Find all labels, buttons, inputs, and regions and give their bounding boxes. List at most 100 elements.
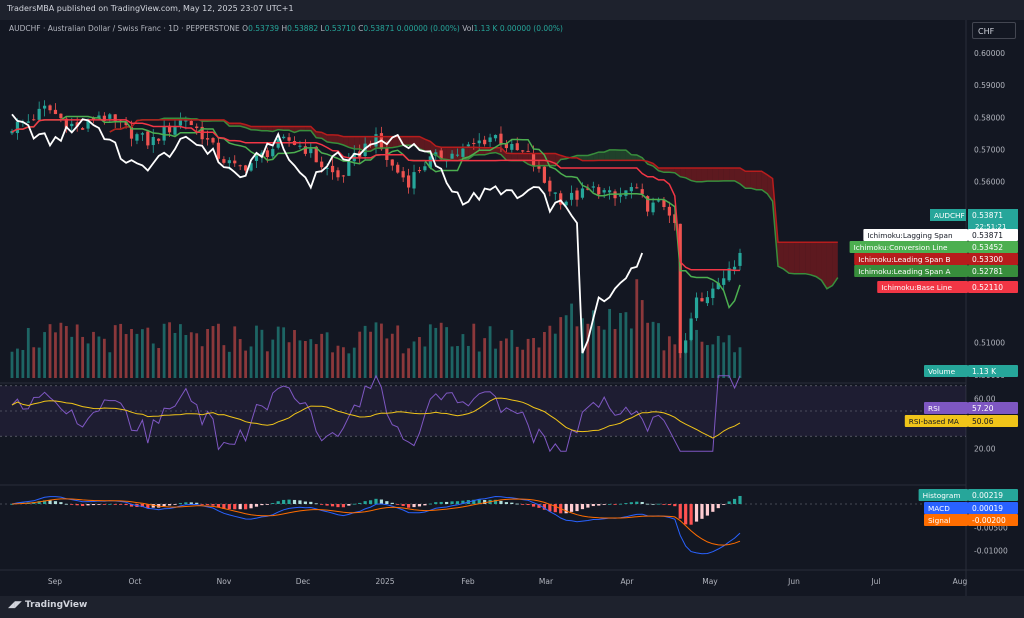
volume-bar [293, 330, 296, 378]
cloud-segment [816, 242, 822, 281]
macd-histogram-value: 0.00219 [972, 491, 1003, 500]
cloud-segment [392, 136, 398, 148]
lagging-span-value-tag [968, 229, 1018, 241]
candle-body [352, 152, 356, 162]
macd-histogram-bar [184, 502, 188, 504]
volume-bar [461, 334, 465, 378]
macd-histogram-bar [368, 500, 373, 504]
rsi-ma-value-tag [968, 415, 1018, 427]
volume-bar [92, 331, 95, 378]
volume-bar [716, 335, 720, 378]
macd-signal-name-tag [924, 514, 968, 526]
cloud-segment [419, 136, 425, 151]
macd-histogram-bar [597, 504, 601, 506]
time-tick-label: Feb [461, 577, 475, 586]
volume-bar [140, 329, 144, 378]
candle-body [521, 150, 525, 152]
volume-bar [211, 326, 215, 378]
cloud-segment [761, 171, 768, 194]
macd-histogram-bar [390, 502, 394, 504]
candle-body [548, 180, 552, 192]
candle-body [374, 134, 378, 147]
macd-histogram-bar [434, 502, 438, 504]
macd-histogram-bar [569, 504, 574, 512]
candle-body [26, 121, 30, 123]
volume-bar [363, 325, 367, 378]
cloud-segment [674, 167, 681, 177]
cloud-segment [506, 153, 512, 161]
candle-body [564, 201, 568, 206]
macd-histogram-bar [271, 503, 275, 504]
cloud-segment [805, 242, 811, 275]
macd-histogram-bar [167, 504, 172, 506]
macd-histogram-bar [722, 504, 726, 505]
volume-bar [423, 346, 427, 378]
volume-bar [700, 341, 704, 378]
volume-bar [81, 336, 85, 378]
volume-bar [102, 338, 106, 378]
macd-histogram-bar [624, 503, 628, 504]
candle-body [249, 163, 253, 171]
candle-body [298, 145, 302, 147]
signal-line [11, 498, 741, 546]
macd-histogram-bar [461, 500, 465, 504]
candle-body [178, 119, 183, 126]
candle-body [417, 170, 422, 172]
macd-histogram-bar [81, 504, 85, 506]
macd-histogram-bar [613, 504, 617, 505]
candle-body [195, 126, 199, 129]
volume-bar [352, 347, 356, 378]
macd-histogram-bar [140, 504, 144, 508]
macd-histogram-bar [738, 495, 742, 504]
candle-body [678, 223, 682, 354]
macd-histogram-bar [499, 500, 503, 504]
volume-bar [466, 345, 470, 378]
candle-body [401, 171, 405, 178]
candle-body [216, 142, 221, 159]
candle-body [385, 147, 389, 160]
volume-bar [543, 331, 546, 378]
volume-bar [553, 333, 557, 378]
tradingview-logo[interactable]: ◢◤ TradingView [8, 600, 87, 610]
volume-bar [439, 322, 443, 378]
candle-body [135, 134, 139, 141]
close-value: 0.53871 [363, 24, 395, 33]
lagging-span-value: 0.53871 [972, 231, 1003, 240]
macd-histogram-bar [303, 501, 307, 504]
volume-bar [184, 335, 188, 378]
candle-body [477, 140, 481, 144]
macd-histogram-bar [298, 500, 302, 504]
cloud-segment [669, 167, 675, 173]
time-tick-label: Jun [787, 577, 800, 586]
lagging-span-line [11, 113, 644, 354]
volume-bar [570, 303, 573, 378]
candle-body [336, 170, 340, 178]
candle-body [390, 159, 394, 166]
currency-button[interactable]: CHF [972, 22, 1016, 39]
macd-histogram-bar [330, 504, 335, 507]
price-tick-label: 0.60000 [974, 49, 1005, 58]
lagging-span-name: Ichimoku:Lagging Span [867, 231, 952, 240]
macd-histogram-bar [325, 504, 329, 506]
candle-body [64, 118, 68, 129]
volume-bar [303, 341, 307, 378]
candle-body [303, 146, 307, 154]
low-label: L [320, 24, 325, 33]
candle-body [75, 122, 79, 127]
time-tick-label: Mar [539, 577, 554, 586]
volume-bar [320, 333, 324, 378]
cloud-segment [430, 141, 436, 155]
candle-body [488, 137, 492, 142]
candle-body [129, 127, 134, 139]
candle-body [689, 318, 693, 340]
candle-body [173, 126, 177, 135]
volume-bar [369, 331, 372, 378]
macd-histogram-bar [102, 504, 106, 505]
price-tick-label: 0.51000 [974, 339, 1005, 348]
symbol-title[interactable]: AUDCHF · Australian Dollar / Swiss Franc… [9, 24, 240, 33]
volume-bar [667, 336, 671, 378]
volume-bar [450, 346, 454, 378]
macd-histogram-bar [124, 504, 128, 506]
macd-histogram-bar [428, 503, 432, 505]
